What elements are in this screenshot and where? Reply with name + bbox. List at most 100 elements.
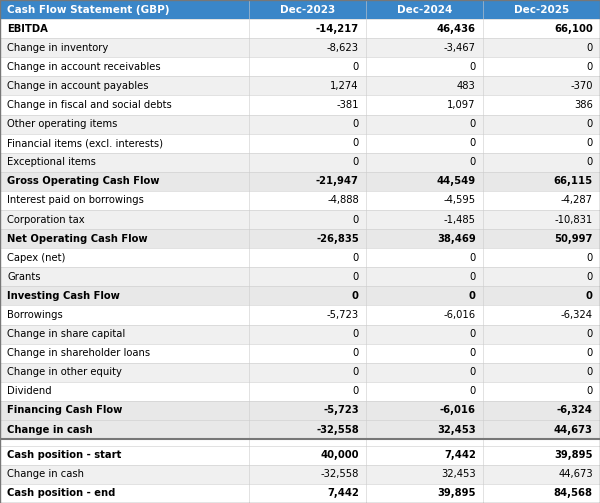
Bar (0, 324, 249, 344)
Bar (483, 344, 600, 363)
Bar (366, 420, 483, 439)
Text: 7,442: 7,442 (327, 488, 359, 498)
Bar (249, 267, 366, 286)
Bar (0, 153, 249, 172)
Bar (483, 267, 600, 286)
Bar (483, 324, 600, 344)
Text: 0: 0 (353, 253, 359, 263)
Text: Dec-2025: Dec-2025 (514, 5, 569, 15)
Bar (0, 57, 249, 76)
Bar (483, 96, 600, 115)
Bar (0, 446, 249, 465)
Text: 0: 0 (353, 386, 359, 396)
Text: 0: 0 (470, 119, 476, 129)
Bar (483, 134, 600, 153)
Bar (249, 76, 366, 96)
Bar (483, 210, 600, 229)
Bar (0, 76, 249, 96)
Bar (0, 96, 249, 115)
Bar (366, 38, 483, 57)
Text: 0: 0 (470, 62, 476, 72)
Text: 44,549: 44,549 (437, 177, 476, 186)
Text: Financing Cash Flow: Financing Cash Flow (7, 405, 122, 415)
Text: Change in inventory: Change in inventory (7, 43, 109, 53)
Text: -6,324: -6,324 (561, 310, 593, 320)
Bar (0, 191, 249, 210)
Text: 44,673: 44,673 (558, 469, 593, 479)
Text: -6,016: -6,016 (440, 405, 476, 415)
Text: 0: 0 (587, 386, 593, 396)
Bar (483, 401, 600, 420)
Text: Gross Operating Cash Flow: Gross Operating Cash Flow (7, 177, 160, 186)
Bar (249, 172, 366, 191)
Text: Investing Cash Flow: Investing Cash Flow (7, 291, 120, 301)
Bar (249, 19, 366, 38)
Text: 0: 0 (470, 253, 476, 263)
Text: Dividend: Dividend (7, 386, 52, 396)
Bar (366, 248, 483, 267)
Text: 0: 0 (470, 272, 476, 282)
Text: Cash position - end: Cash position - end (7, 488, 116, 498)
Bar (249, 210, 366, 229)
Text: 0: 0 (470, 348, 476, 358)
Bar (483, 229, 600, 248)
Bar (0, 0, 249, 19)
Bar (366, 19, 483, 38)
Bar (366, 446, 483, 465)
Text: 0: 0 (352, 291, 359, 301)
Text: 1,274: 1,274 (331, 81, 359, 91)
Text: -4,888: -4,888 (327, 196, 359, 205)
Text: 0: 0 (586, 291, 593, 301)
Text: -21,947: -21,947 (316, 177, 359, 186)
Text: EBITDA: EBITDA (7, 24, 48, 34)
Bar (249, 134, 366, 153)
Bar (0, 210, 249, 229)
Bar (249, 305, 366, 324)
Text: 39,895: 39,895 (437, 488, 476, 498)
Bar (249, 363, 366, 382)
Text: 0: 0 (587, 367, 593, 377)
Text: 0: 0 (470, 386, 476, 396)
Text: -32,558: -32,558 (320, 469, 359, 479)
Text: 0: 0 (470, 157, 476, 167)
Text: 0: 0 (470, 329, 476, 339)
Bar (366, 267, 483, 286)
Text: 0: 0 (353, 119, 359, 129)
Bar (249, 324, 366, 344)
Bar (483, 115, 600, 134)
Bar (366, 286, 483, 305)
Text: Capex (net): Capex (net) (7, 253, 65, 263)
Bar (249, 115, 366, 134)
Bar (483, 76, 600, 96)
Text: 0: 0 (353, 329, 359, 339)
Bar (366, 153, 483, 172)
Text: -8,623: -8,623 (327, 43, 359, 53)
Text: Change in share capital: Change in share capital (7, 329, 125, 339)
Bar (0, 38, 249, 57)
Text: Net Operating Cash Flow: Net Operating Cash Flow (7, 233, 148, 243)
Bar (366, 465, 483, 484)
Bar (0, 286, 249, 305)
Bar (366, 324, 483, 344)
Text: -32,558: -32,558 (316, 425, 359, 435)
Text: 0: 0 (587, 43, 593, 53)
Text: 0: 0 (587, 348, 593, 358)
Text: Cash Flow Statement (GBP): Cash Flow Statement (GBP) (7, 5, 170, 15)
Text: -4,287: -4,287 (561, 196, 593, 205)
Bar (249, 344, 366, 363)
Bar (249, 484, 366, 503)
Bar (483, 382, 600, 401)
Text: Exceptional items: Exceptional items (7, 157, 96, 167)
Bar (0, 439, 249, 446)
Text: 0: 0 (587, 272, 593, 282)
Text: -4,595: -4,595 (443, 196, 476, 205)
Bar (366, 76, 483, 96)
Text: Change in shareholder loans: Change in shareholder loans (7, 348, 151, 358)
Bar (249, 96, 366, 115)
Bar (366, 229, 483, 248)
Text: -10,831: -10,831 (554, 214, 593, 224)
Text: 0: 0 (587, 138, 593, 148)
Bar (249, 38, 366, 57)
Text: -381: -381 (337, 100, 359, 110)
Bar (0, 172, 249, 191)
